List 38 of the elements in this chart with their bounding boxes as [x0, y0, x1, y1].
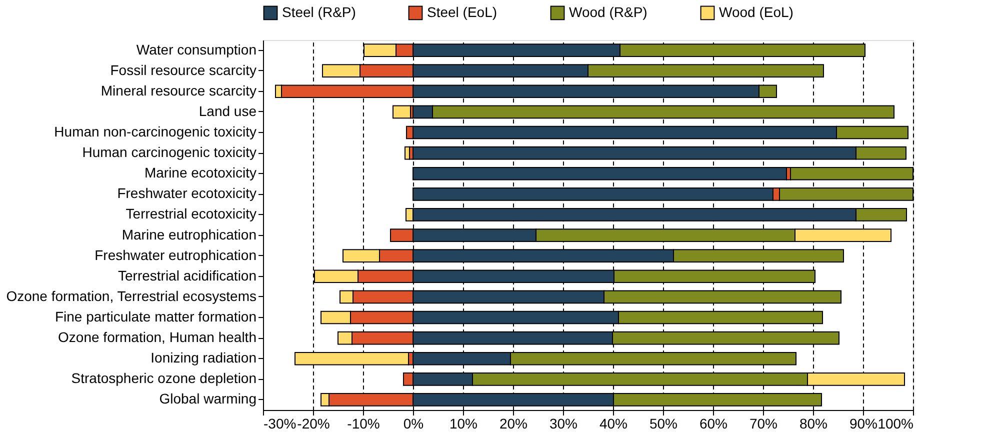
y-tick-label: Stratospheric ozone depletion: [71, 370, 256, 386]
x-tick-label: 90%: [849, 416, 878, 432]
y-tick-label: Fossil resource scarcity: [110, 62, 256, 78]
y-tick-label: Human non-carcinogenic toxicity: [54, 124, 256, 140]
y-tick-label: Ozone formation, Terrestrial ecosystems: [6, 288, 256, 304]
bar: [404, 146, 410, 160]
legend-label: Steel (EoL): [427, 4, 498, 20]
y-tick-label: Marine eutrophication: [122, 226, 256, 242]
bar: [392, 105, 411, 119]
y-tick-label: Mineral resource scarcity: [100, 82, 256, 98]
x-tick-label: 20%: [499, 416, 528, 432]
x-tick-label: 10%: [449, 416, 478, 432]
x-tick-label: -20%: [297, 416, 330, 432]
y-tick-label: Ionizing radiation: [150, 350, 256, 366]
x-tick-label: 80%: [799, 416, 828, 432]
x-tick-label: 50%: [649, 416, 678, 432]
y-tick-label: Marine ecotoxicity: [144, 164, 256, 181]
legend-label: Steel (R&P): [282, 4, 356, 20]
legend-label: Wood (EoL): [719, 4, 794, 20]
x-tick-label: 0%: [403, 416, 424, 432]
y-tick-label: Terrestrial ecotoxicity: [126, 206, 256, 222]
y-tick-label: Freshwater ecotoxicity: [117, 185, 256, 202]
x-tick-label: -10%: [347, 416, 380, 432]
y-tick-label: Terrestrial acidification: [118, 267, 256, 284]
x-tick-label: -30%: [264, 416, 296, 432]
y-tick-label: Freshwater eutrophication: [94, 246, 256, 263]
x-tick-label: 30%: [549, 416, 578, 432]
x-tick-label: 60%: [699, 416, 728, 432]
x-tick-label: 70%: [749, 416, 778, 432]
legend-label: Wood (R&P): [569, 4, 648, 20]
y-tick-label: Ozone formation, Human health: [58, 329, 256, 346]
y-tick-label: Human carcinogenic toxicity: [82, 144, 256, 160]
y-tick-label: Water consumption: [136, 41, 256, 58]
y-tick-label: Land use: [198, 102, 257, 119]
x-tick-label: 40%: [599, 416, 628, 432]
y-tick-label: Fine particulate matter formation: [54, 308, 256, 324]
x-tick-label: 100%: [878, 416, 914, 432]
y-tick-label: Global warming: [159, 390, 256, 407]
